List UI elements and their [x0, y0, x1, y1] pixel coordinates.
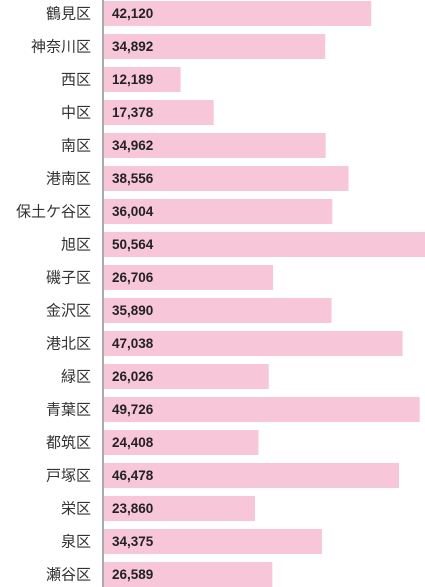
- category-label: 旭区: [61, 236, 91, 254]
- value-label: 38,556: [112, 171, 154, 186]
- category-label: 瀬谷区: [46, 566, 91, 584]
- value-label: 26,706: [112, 270, 154, 285]
- category-label: 都筑区: [46, 434, 91, 452]
- value-label: 47,038: [112, 336, 154, 351]
- value-label: 50,564: [112, 237, 154, 252]
- category-label: 磯子区: [46, 269, 91, 287]
- value-label: 26,589: [112, 567, 153, 582]
- bar: [104, 1, 372, 26]
- value-label: 34,375: [112, 534, 154, 549]
- category-label: 緑区: [61, 368, 91, 386]
- category-label: 港北区: [46, 335, 91, 353]
- value-label: 34,962: [112, 138, 153, 153]
- category-label: 金沢区: [46, 302, 91, 320]
- category-label: 鶴見区: [46, 5, 91, 23]
- value-label: 36,004: [112, 204, 154, 219]
- category-label: 港南区: [46, 170, 91, 188]
- bar: [104, 166, 349, 191]
- value-label: 12,189: [112, 72, 153, 87]
- value-label: 17,378: [112, 105, 154, 120]
- value-labels-group: 42,120 34,892 12,189 17,378 34,962 38,556 36,0…: [112, 6, 154, 582]
- bar: [104, 430, 259, 455]
- category-label: 南区: [61, 137, 91, 155]
- bar: [104, 496, 255, 521]
- bar: [104, 34, 326, 59]
- bar: [104, 133, 326, 158]
- bar: [104, 529, 322, 554]
- category-label: 保土ケ谷区: [16, 203, 91, 221]
- value-label: 46,478: [112, 468, 154, 483]
- bar: [104, 397, 420, 422]
- category-label: 神奈川区: [31, 38, 91, 56]
- category-label: 中区: [61, 104, 91, 122]
- bar: [104, 67, 181, 92]
- category-label: 西区: [61, 71, 91, 89]
- category-label: 戸塚区: [46, 467, 91, 485]
- bar: [104, 100, 214, 125]
- bar: [104, 265, 274, 290]
- category-label: 青葉区: [46, 401, 91, 419]
- bar: [104, 463, 399, 488]
- bar: [104, 364, 269, 389]
- value-label: 35,890: [112, 303, 153, 318]
- value-label: 23,860: [112, 501, 153, 516]
- bar: [104, 331, 403, 356]
- bar: [104, 298, 332, 323]
- bar: [104, 232, 425, 257]
- value-label: 42,120: [112, 6, 153, 21]
- category-label: 泉区: [61, 533, 91, 551]
- category-labels-group: 鶴見区神奈川区西区中区南区港南区保土ケ谷区旭区磯子区金沢区港北区緑区青葉区都筑区…: [16, 5, 91, 584]
- bar: [104, 562, 273, 587]
- category-label: 栄区: [61, 500, 91, 518]
- bars-group: [104, 1, 425, 587]
- bar: [104, 199, 333, 224]
- value-label: 49,726: [112, 402, 154, 417]
- value-label: 24,408: [112, 435, 154, 450]
- value-label: 26,026: [112, 369, 154, 384]
- value-label: 34,892: [112, 39, 153, 54]
